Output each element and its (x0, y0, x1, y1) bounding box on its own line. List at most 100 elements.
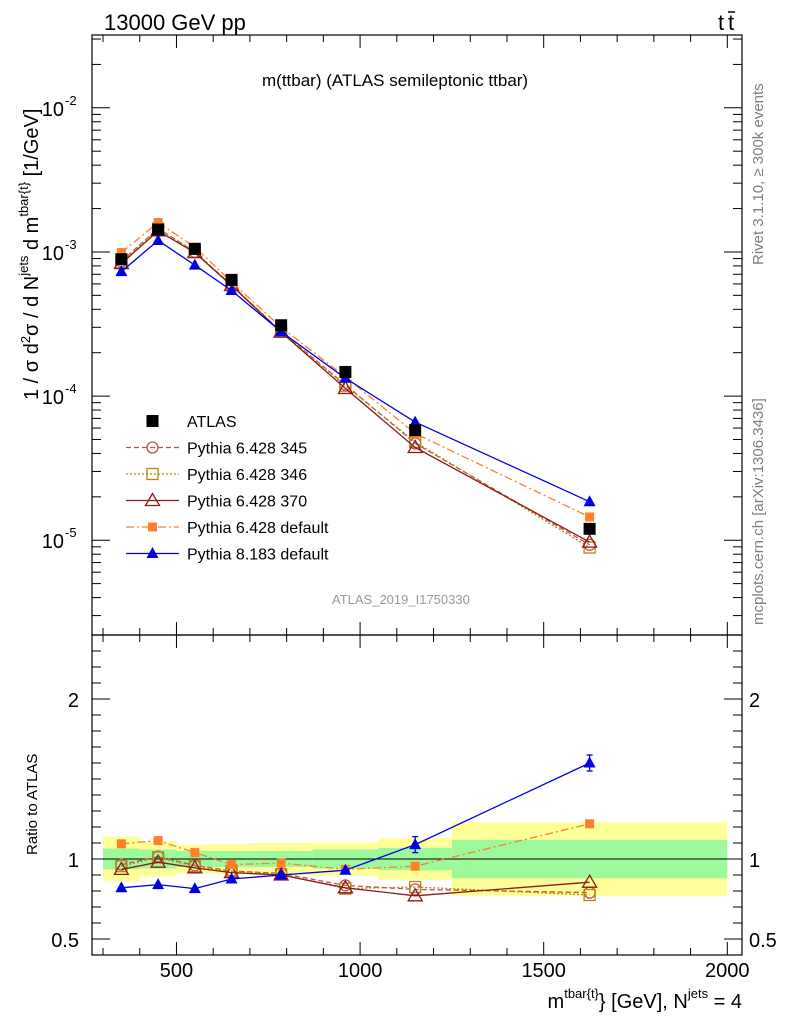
ratio-frame (91, 634, 743, 956)
point-p8default (225, 284, 238, 296)
point-p8default (583, 495, 596, 507)
legend-label-atlas: ATLAS (187, 414, 237, 431)
ratio-point-p6default (276, 858, 286, 868)
point-p8default (115, 265, 128, 277)
point-p8default (409, 415, 422, 427)
y-tick-label-exponent: -4 (65, 381, 77, 396)
ratio-point-p370 (337, 879, 354, 894)
ratio-point-p346 (151, 851, 165, 864)
x-tick-label: 1000 (338, 960, 383, 982)
ratio-point-p346 (583, 888, 596, 902)
ratio-y-tick-label-right: 2 (749, 690, 760, 712)
legend-marker-p8default (146, 547, 159, 558)
legend-label-p8default: Pythia 8.183 default (187, 547, 329, 564)
legend-label-p345: Pythia 6.428 345 (187, 441, 307, 458)
legend-item-p346: Pythia 6.428 346 (126, 467, 307, 484)
legend-marker-p346 (146, 467, 159, 481)
point-p370 (407, 439, 424, 454)
legend-marker-p6default (148, 522, 157, 532)
main-panel: 10-510-410-310-2 m(ttbar) (ATLAS semilep… (42, 34, 743, 636)
ratio-point-p370 (581, 873, 598, 888)
mcplots-label: mcplots.cern.ch [arXiv:1306.3436] (750, 398, 767, 625)
legend-label-p6default: Pythia 6.428 default (187, 520, 329, 537)
rivet-version-label: Rivet 3.1.10, ≥ 300k events (750, 83, 767, 265)
y-tick-label-mantissa: 10 (42, 99, 64, 121)
ratio-point-p8default (188, 882, 201, 894)
point-p370 (581, 533, 598, 548)
ratio-line-p370 (121, 861, 590, 897)
y-tick-label-exponent: -2 (65, 93, 77, 108)
main-frame (91, 34, 743, 636)
series-atlas (115, 223, 596, 535)
ratio-point-p8default (225, 872, 238, 884)
ratio-point-p370 (186, 859, 203, 874)
ratio-point-p8default (583, 756, 596, 768)
ratio-point-p6default (585, 819, 595, 829)
point-atlas (339, 365, 352, 378)
y-tick-label-exponent: -3 (65, 237, 77, 252)
point-atlas (188, 242, 201, 255)
point-p370 (337, 380, 354, 395)
ratio-point-p6default (116, 839, 126, 849)
point-p8default (152, 234, 165, 246)
point-atlas (583, 522, 596, 535)
ratio-y-tick-label-right: 1 (749, 850, 760, 872)
legend-marker-atlas (146, 415, 159, 427)
legend-item-p345: Pythia 6.428 345 (126, 441, 307, 458)
ratio-point-p6default (190, 848, 200, 858)
y-tick-label: 10 -5 (42, 525, 77, 553)
legend-label-p370: Pythia 6.428 370 (187, 494, 307, 511)
svg-text:1 / σ d2σ / d Njets d mtbar{t: 1 / σ d2σ / d Njets d mtbar{t} [1/GeV] (16, 109, 43, 400)
ratio-series-p8default (115, 754, 596, 894)
y-tick-label: 10 -2 (42, 93, 77, 121)
svg-text:t: t (718, 10, 724, 35)
legend-item-p8default: Pythia 8.183 default (126, 547, 329, 564)
ratio-line-p6default (121, 823, 590, 871)
svg-text:t: t (728, 10, 734, 35)
ratio-line-p8default (121, 762, 590, 890)
analysis-watermark: ATLAS_2019_I1750330 (332, 592, 470, 607)
x-axis-label: mtbar{t}} [GeV], Njets = 4 (548, 986, 742, 1013)
header-energy-label: 13000 GeV pp (104, 10, 246, 35)
point-atlas (275, 319, 288, 332)
header-process-label: t t (718, 10, 735, 35)
legend-item-atlas: ATLAS (146, 414, 237, 431)
legend-label-p346: Pythia 6.428 346 (187, 467, 307, 484)
legend-marker-p370 (144, 492, 161, 507)
point-p6default (585, 512, 595, 522)
ratio-y-tick-label-left: 2 (68, 690, 79, 712)
ratio-point-p8default (152, 878, 165, 890)
y-axis-label-main: 1 / σ d2σ / d Njets d mtbar{t} [1/GeV] (16, 109, 43, 400)
y-tick-label: 10 -3 (42, 237, 77, 265)
ratio-point-p8default (339, 863, 352, 875)
ratio-y-tick-label-right: 0.5 (749, 930, 777, 952)
ratio-point-p370 (407, 887, 424, 902)
point-atlas (115, 253, 128, 266)
ratio-point-p370 (113, 861, 130, 876)
ratio-point-p346 (115, 860, 128, 873)
ratio-y-tick-label-left: 1 (68, 850, 79, 872)
ratio-panel: 0.5 0.5 1 1 2 2 (51, 622, 777, 956)
point-p8default (188, 258, 201, 270)
y-tick-label-mantissa: 10 (42, 243, 64, 265)
point-p6default (153, 218, 163, 228)
legend-marker-p345 (146, 441, 159, 454)
series-line-p8default (120, 239, 590, 503)
ratio-point-p6default (153, 836, 163, 846)
ratio-point-p346 (409, 880, 422, 894)
series-p8default (115, 234, 596, 507)
y-tick-label-mantissa: 10 (42, 387, 64, 409)
ratio-point-p6default (227, 860, 237, 870)
y-tick-label: 10 -4 (42, 381, 77, 409)
series-line-p6default (120, 221, 590, 518)
ratio-point-p8default (275, 868, 288, 880)
point-p6default (116, 248, 126, 258)
ratio-point-p8default (409, 838, 422, 850)
y-axis-label-ratio: Ratio to ATLAS (24, 754, 41, 855)
y-tick-label-mantissa: 10 (42, 531, 64, 553)
ratio-point-p370 (272, 866, 290, 881)
legend-item-p370: Pythia 6.428 370 (126, 492, 307, 511)
point-atlas (225, 273, 238, 286)
ratio-point-p370 (149, 853, 167, 868)
